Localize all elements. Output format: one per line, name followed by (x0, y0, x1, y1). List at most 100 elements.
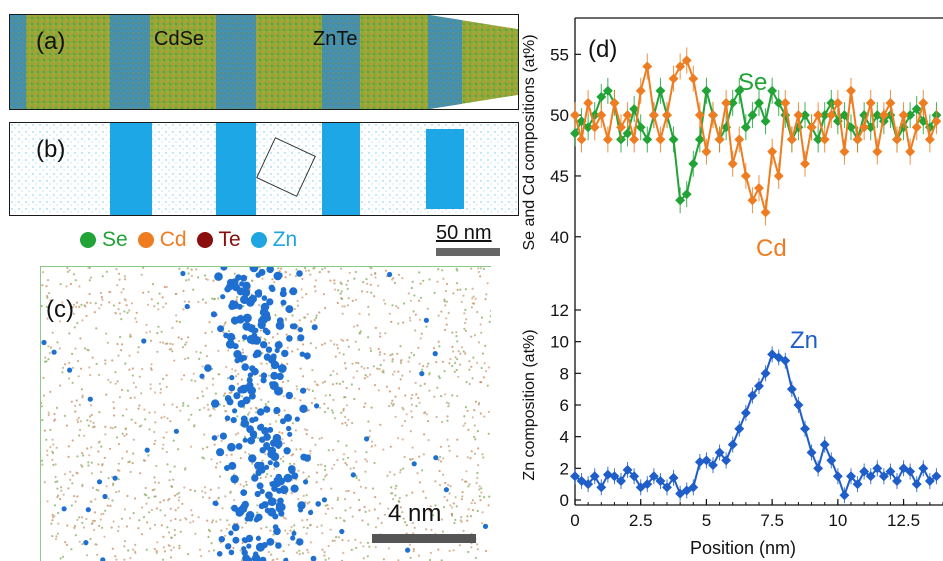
y-axis-label: Se and Cd compositions (at%) (521, 34, 538, 250)
data-point (898, 110, 909, 121)
data-point (839, 490, 850, 501)
panel-b-zn-map (9, 122, 519, 216)
data-point (754, 381, 764, 391)
data-point (596, 91, 607, 102)
data-point (865, 471, 876, 482)
data-point (911, 122, 922, 133)
data-point (800, 158, 810, 169)
data-point (721, 98, 732, 108)
x-axis-label: Position (nm) (690, 538, 796, 558)
data-point (826, 110, 837, 121)
data-point (655, 85, 666, 96)
data-point (740, 122, 751, 133)
data-point (911, 479, 922, 490)
data-point (583, 98, 594, 108)
data-point (931, 116, 942, 127)
series-annotation: Cd (756, 235, 787, 262)
data-point (589, 471, 600, 482)
data-point (865, 98, 876, 108)
legend-label-te: Te (218, 228, 241, 251)
data-point (701, 146, 712, 157)
series-line (574, 58, 938, 213)
data-point (800, 110, 810, 121)
y-tick-label: 6 (560, 396, 569, 415)
data-point (832, 98, 843, 108)
data-point (806, 447, 817, 458)
data-point (662, 482, 672, 493)
data-point (747, 195, 758, 206)
series-annotation: Se (738, 69, 767, 96)
data-point (892, 134, 902, 145)
data-point (806, 122, 817, 133)
data-point (813, 110, 824, 121)
data-point (596, 110, 607, 121)
panel-c-label: (c) (46, 296, 74, 323)
data-point (635, 85, 646, 96)
data-point (773, 170, 784, 181)
data-point (714, 134, 725, 145)
series-zn (570, 346, 942, 504)
x-tick-label: 10 (828, 511, 847, 530)
data-point (708, 110, 718, 121)
legend-label-cd: Cd (159, 228, 187, 251)
y-tick-label: 4 (560, 428, 569, 447)
data-point (885, 98, 896, 108)
data-point (793, 110, 804, 121)
data-point (629, 134, 640, 145)
data-point (570, 110, 580, 121)
te-dot-icon (196, 232, 213, 248)
series-se (570, 77, 942, 214)
data-point (918, 98, 929, 108)
series-annotation: Zn (790, 327, 818, 354)
data-point (846, 471, 856, 482)
data-point (931, 471, 942, 482)
legend-label-se: Se (102, 228, 128, 251)
data-point (655, 134, 666, 145)
data-point (832, 471, 843, 482)
data-point (734, 134, 745, 145)
data-point (878, 471, 889, 482)
data-point (846, 85, 856, 96)
data-point (727, 158, 738, 169)
scalebar-4nm-label: 4 nm (388, 500, 442, 527)
data-point (668, 134, 679, 145)
data-point (642, 134, 653, 145)
data-point (911, 104, 922, 115)
data-point (609, 98, 620, 108)
legend-item-te: Te (196, 228, 241, 252)
data-point (872, 110, 883, 121)
data-point (754, 98, 764, 108)
data-point (813, 463, 824, 474)
data-point (780, 98, 791, 108)
data-point (846, 122, 856, 133)
data-point (688, 73, 699, 84)
data-point (924, 476, 935, 486)
data-point (780, 355, 791, 366)
panel-d-label: (d) (588, 36, 618, 63)
data-point (918, 463, 929, 474)
panel-a-label: (a) (36, 28, 66, 55)
data-point (819, 439, 830, 450)
legend-item-zn: Zn (250, 228, 297, 252)
data-point (589, 122, 600, 133)
data-point (813, 134, 824, 145)
data-point (675, 195, 686, 206)
x-tick-label: 5 (702, 511, 711, 530)
y-tick-label: 2 (560, 459, 569, 478)
data-point (793, 400, 804, 410)
data-point (852, 479, 863, 490)
apt-reconstruction-a (10, 15, 518, 109)
data-point (839, 146, 850, 157)
data-point (819, 134, 830, 145)
data-point (754, 183, 764, 194)
y-tick-label: 50 (550, 106, 569, 125)
legend-item-se: Se (80, 228, 128, 252)
data-point (701, 85, 712, 96)
y-tick-label: 55 (550, 45, 569, 64)
se-dot-icon (80, 232, 96, 248)
data-point (760, 368, 771, 379)
atom-legend: Se Cd Te Zn (80, 228, 297, 252)
data-point (852, 134, 863, 145)
panel-a-apt-map (9, 14, 519, 110)
